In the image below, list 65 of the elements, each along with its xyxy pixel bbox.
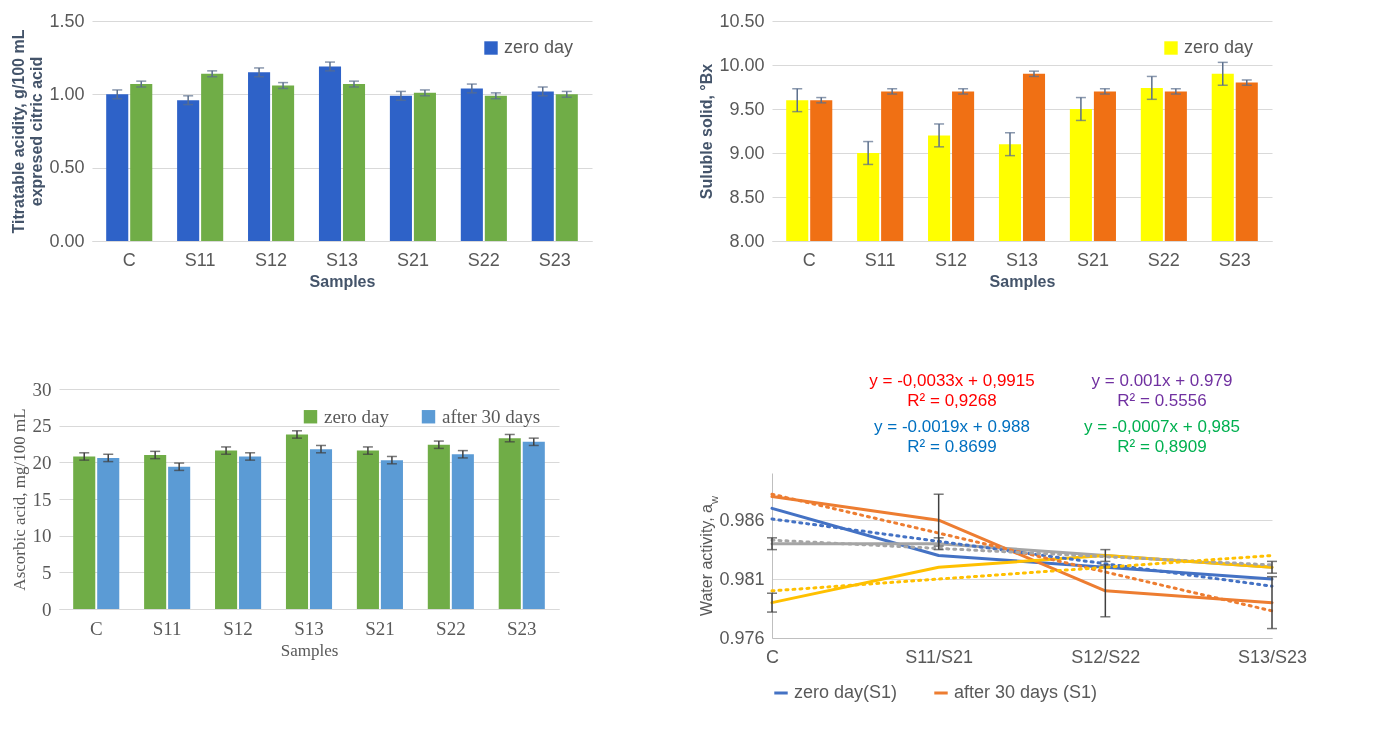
x-tick-label: S23 xyxy=(1218,249,1251,270)
y-tick-label: 0.986 xyxy=(719,509,765,530)
y-tick-label: 15 xyxy=(32,488,52,510)
y-tick-label: 1.00 xyxy=(49,83,85,104)
x-tick-label: S11/S21 xyxy=(905,646,974,667)
y-tick-label: 1.50 xyxy=(49,10,85,31)
y-tick-label: 0 xyxy=(42,598,52,620)
x-tick-label: S22 xyxy=(1147,249,1180,270)
y-tick-label: 5 xyxy=(42,561,52,583)
text: y = -0.0019x + 0.988 xyxy=(874,417,1030,436)
y-tick-label: 0.00 xyxy=(49,230,85,251)
x-tick-label: C xyxy=(766,646,779,667)
y-axis-title: Ascorbic acid, mg/100 mL xyxy=(9,408,29,591)
x-tick-label: S11 xyxy=(184,249,216,270)
y-tick-label: 8.50 xyxy=(729,186,765,207)
legend-label: zero day xyxy=(504,37,574,57)
x-tick-label: S11 xyxy=(152,617,182,639)
x-tick-label: C xyxy=(122,249,136,270)
x-tick-label: C xyxy=(89,617,103,639)
y-tick-label: 25 xyxy=(32,415,52,437)
y-tick-label: 30 xyxy=(32,378,52,400)
legend-label: zero day(S1) xyxy=(794,682,898,702)
text: y = -0,0007x + 0,985 xyxy=(1084,417,1240,436)
x-tick-label: S22 xyxy=(436,617,466,639)
x-tick-label: S22 xyxy=(467,249,500,270)
y-tick-label: 0.981 xyxy=(719,568,765,589)
x-axis-title: Samples xyxy=(989,272,1056,290)
x-tick-label: S21 xyxy=(1076,249,1109,270)
legend-label: zero day xyxy=(324,405,390,427)
text: y = 0.001x + 0.979 xyxy=(1091,371,1233,390)
text: y = -0,0033x + 0,9915 xyxy=(869,371,1035,390)
legend-label: after 30 days (S1) xyxy=(954,682,1098,702)
x-tick-label: C xyxy=(802,249,816,270)
y-tick-label: 0.976 xyxy=(719,627,765,648)
x-tick-label: S13 xyxy=(325,249,359,270)
x-tick-label: S12 xyxy=(255,249,288,270)
x-axis-title: Samples xyxy=(309,272,376,290)
x-tick-label: S13 xyxy=(294,617,324,639)
text: R² = 0.8699 xyxy=(907,437,997,456)
y-tick-label: 9.50 xyxy=(729,98,765,119)
y-tick-label: 10 xyxy=(32,525,52,547)
x-tick-label: S12/S22 xyxy=(1071,646,1141,667)
x-tick-label: S11 xyxy=(864,249,896,270)
x-tick-label: S23 xyxy=(506,617,537,639)
legend-label: zero day xyxy=(1184,37,1254,57)
x-tick-label: S12 xyxy=(935,249,968,270)
text: R² = 0.5556 xyxy=(1117,391,1207,410)
x-tick-label: S21 xyxy=(396,249,429,270)
y-tick-label: 0.50 xyxy=(49,157,85,178)
x-tick-label: S23 xyxy=(538,249,571,270)
y-tick-label: 10.00 xyxy=(719,54,765,75)
x-tick-label: S13 xyxy=(1005,249,1039,270)
x-tick-label: S12 xyxy=(223,617,253,639)
text: R² = 0,8909 xyxy=(1117,437,1207,456)
y-axis-title: Suluble solid, °Bx xyxy=(698,63,716,200)
y-tick-label: 9.00 xyxy=(729,142,765,163)
text: R² = 0,9268 xyxy=(907,391,997,410)
y-axis-title: Titratable acidity, g/100 mL expresed citric acid xyxy=(10,29,46,234)
y-tick-label: 20 xyxy=(32,451,52,473)
legend-label: after 30 days xyxy=(442,405,541,427)
y-tick-label: 8.00 xyxy=(729,230,765,251)
x-tick-label: S13/S23 xyxy=(1237,646,1308,667)
x-axis-title: Samples xyxy=(280,640,339,660)
x-tick-label: S21 xyxy=(365,617,395,639)
y-tick-label: 10.50 xyxy=(719,10,765,31)
